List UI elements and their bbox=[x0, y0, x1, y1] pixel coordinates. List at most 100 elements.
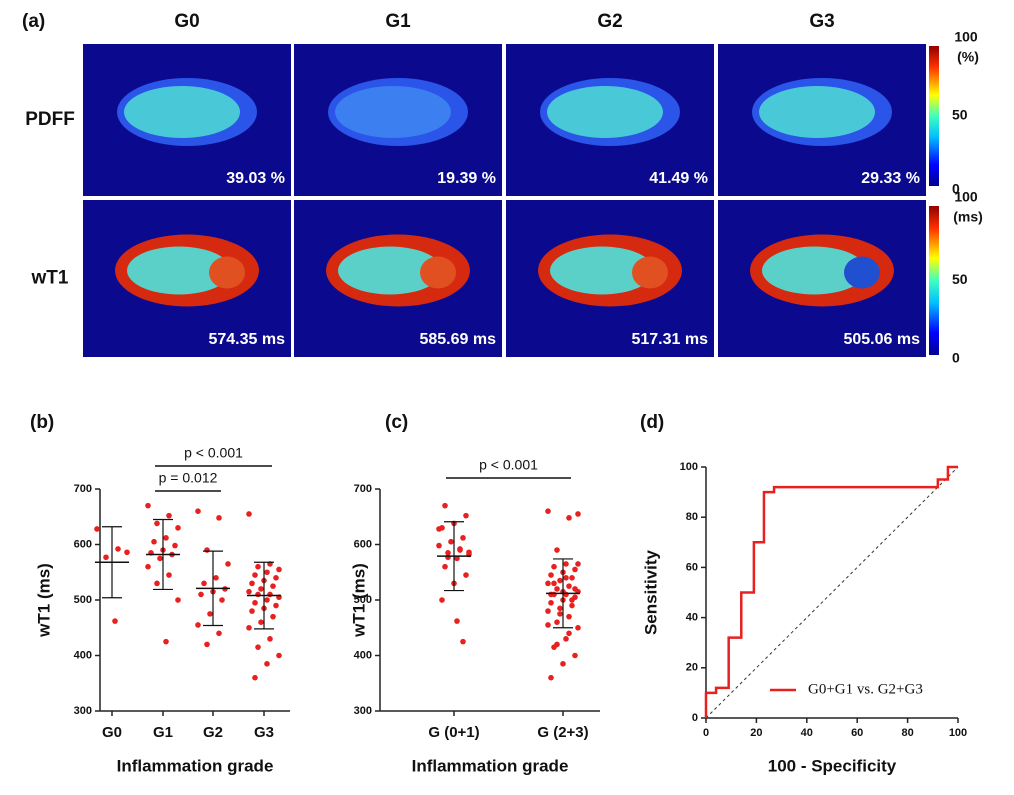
roc-curve bbox=[704, 465, 958, 718]
column-header: G0 bbox=[174, 11, 199, 32]
colorbar-tick-label: 100 bbox=[954, 189, 978, 205]
data-point bbox=[264, 661, 270, 667]
data-point bbox=[569, 602, 575, 609]
data-point bbox=[554, 586, 560, 592]
y-axis-label: wT1 (ms) bbox=[349, 563, 368, 638]
data-point bbox=[154, 580, 160, 587]
data-point bbox=[448, 538, 454, 545]
colorbar-tick-label: 0 bbox=[952, 181, 960, 197]
data-point bbox=[246, 511, 252, 517]
colorbar-unit: (%) bbox=[957, 49, 979, 65]
x-tick-label: G (0+1) bbox=[428, 724, 479, 741]
y-tick-label: 500 bbox=[354, 594, 372, 606]
data-point bbox=[270, 583, 276, 589]
data-point bbox=[454, 618, 460, 624]
data-point bbox=[460, 535, 466, 541]
data-point bbox=[172, 542, 178, 549]
liver-slice bbox=[127, 246, 231, 295]
data-point bbox=[463, 512, 469, 519]
data-point bbox=[442, 563, 448, 570]
data-point bbox=[207, 611, 213, 617]
data-point bbox=[554, 619, 560, 625]
data-point bbox=[575, 561, 581, 567]
y-tick-label: 20 bbox=[686, 662, 698, 674]
data-point bbox=[572, 652, 578, 659]
value-label: 19.39 % bbox=[437, 170, 496, 187]
x-tick-label: G1 bbox=[153, 724, 173, 741]
value-label: 41.49 % bbox=[649, 170, 708, 187]
data-point bbox=[195, 508, 201, 514]
data-point bbox=[572, 566, 578, 573]
data-point bbox=[270, 613, 276, 620]
y-tick-label: 80 bbox=[686, 511, 698, 523]
data-point bbox=[115, 546, 121, 552]
y-tick-label: 100 bbox=[680, 461, 698, 473]
value-label: 29.33 % bbox=[861, 170, 920, 187]
data-point bbox=[255, 563, 261, 570]
data-point bbox=[560, 661, 566, 667]
data-point bbox=[175, 597, 181, 603]
data-point bbox=[154, 520, 160, 527]
x-tick-label: 0 bbox=[703, 727, 709, 739]
x-tick-label: 100 bbox=[949, 727, 967, 739]
data-point bbox=[198, 591, 204, 598]
value-label: 574.35 ms bbox=[208, 331, 285, 348]
x-tick-label: 60 bbox=[851, 727, 863, 739]
colorbar bbox=[929, 206, 939, 355]
data-point bbox=[267, 591, 273, 598]
data-point bbox=[563, 636, 569, 642]
data-point bbox=[575, 511, 581, 517]
y-tick-label: 400 bbox=[354, 649, 372, 661]
data-point bbox=[267, 636, 273, 642]
value-label: 39.03 % bbox=[226, 170, 285, 187]
data-point bbox=[145, 563, 151, 570]
x-tick-label: 80 bbox=[901, 727, 913, 739]
liver-slice bbox=[124, 86, 240, 138]
colorbar bbox=[929, 46, 939, 186]
data-point bbox=[145, 502, 151, 509]
data-point bbox=[103, 554, 109, 561]
x-tick-label: G (2+3) bbox=[537, 724, 588, 741]
row-label: PDFF bbox=[25, 109, 75, 130]
x-axis-label: Inflammation grade bbox=[117, 756, 274, 775]
y-tick-label: 700 bbox=[354, 483, 372, 495]
column-header: G1 bbox=[385, 11, 411, 32]
data-point bbox=[249, 608, 255, 614]
data-point bbox=[166, 512, 172, 519]
y-tick-label: 40 bbox=[686, 612, 698, 624]
liver-slice bbox=[759, 86, 875, 138]
data-point bbox=[457, 547, 463, 553]
data-point bbox=[264, 569, 270, 576]
data-point bbox=[551, 563, 557, 570]
data-point bbox=[252, 572, 258, 578]
data-point bbox=[166, 572, 172, 578]
column-header: G2 bbox=[597, 11, 622, 32]
data-point bbox=[157, 555, 163, 562]
data-point bbox=[545, 580, 551, 587]
data-point bbox=[551, 644, 557, 650]
x-tick-label: 40 bbox=[801, 727, 813, 739]
colorbar-tick-label: 50 bbox=[952, 107, 968, 123]
data-point bbox=[201, 580, 207, 587]
data-point bbox=[94, 526, 100, 532]
data-point bbox=[548, 572, 554, 578]
reference-line bbox=[705, 466, 959, 719]
data-point bbox=[442, 502, 448, 509]
data-point bbox=[460, 638, 466, 645]
data-point bbox=[545, 622, 551, 628]
data-point bbox=[204, 641, 210, 648]
y-axis-label: wT1 (ms) bbox=[34, 563, 53, 638]
data-point bbox=[258, 619, 264, 625]
liver-slice bbox=[844, 256, 880, 289]
data-point bbox=[255, 644, 261, 650]
data-point bbox=[439, 597, 445, 603]
x-tick-label: G3 bbox=[254, 724, 274, 741]
data-point bbox=[255, 591, 261, 598]
data-point bbox=[219, 597, 225, 603]
liver-slice bbox=[335, 86, 451, 138]
data-point bbox=[213, 575, 219, 581]
y-tick-label: 0 bbox=[692, 712, 698, 724]
liver-slice bbox=[547, 86, 663, 138]
data-point bbox=[575, 624, 581, 631]
